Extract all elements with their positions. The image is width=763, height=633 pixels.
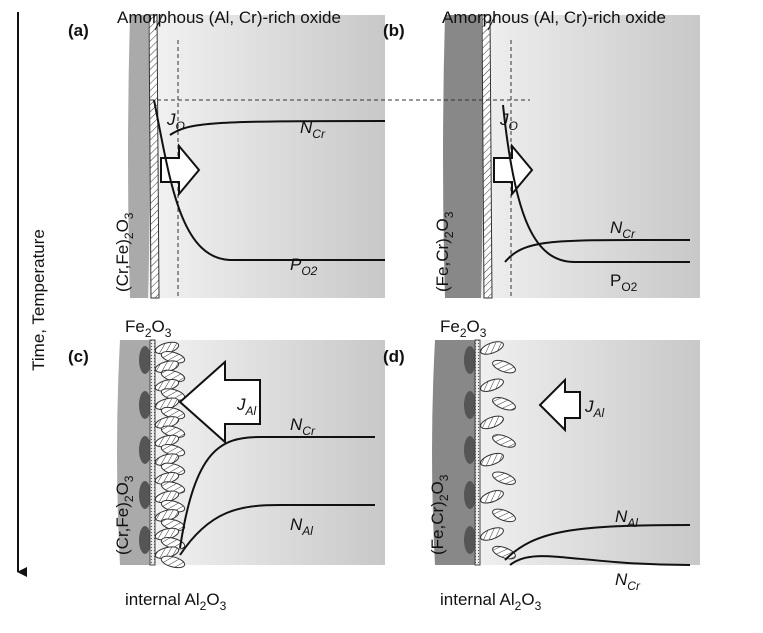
fe2o3-pocket	[139, 346, 151, 374]
fe2o3-pocket	[464, 526, 476, 554]
fe2o3-pocket	[464, 391, 476, 419]
curve-label-part: O2	[301, 264, 317, 278]
scale-label-part: O	[433, 218, 452, 231]
flux-label-part: O	[509, 119, 518, 133]
fe2o3-pocket	[464, 436, 476, 464]
top-note: Fe2O3	[440, 317, 487, 340]
fe2o3-pocket	[139, 481, 151, 509]
curve-label-part: N	[610, 218, 623, 237]
bottom-note-part: 3	[220, 599, 227, 613]
fe2o3-pocket	[139, 436, 151, 464]
scale-label-part: (Fe,Cr)	[428, 501, 447, 555]
amorphous-layer	[482, 15, 492, 298]
inner-layer	[475, 340, 480, 565]
scale-label-part: (Fe,Cr)	[433, 238, 452, 292]
curve-label-part: Cr	[627, 579, 641, 593]
panel-label-part: (d)	[383, 347, 405, 366]
oxide-note-part: Amorphous (Al, Cr)-rich oxide	[442, 8, 666, 27]
flux-label-part: J	[236, 395, 246, 414]
panel-label-part: (b)	[383, 21, 405, 40]
top-note-part: 3	[480, 326, 487, 340]
curve-label-part: Cr	[622, 227, 636, 241]
bottom-note: internal Al2O3	[440, 590, 542, 613]
amorphous-layer	[149, 15, 159, 298]
scale-label-part: 3	[122, 212, 136, 219]
panel-label: (c)	[68, 347, 89, 366]
curve-label-part: N	[615, 507, 628, 526]
curve-label-part: N	[300, 118, 313, 137]
bottom-note-part: internal Al	[440, 590, 515, 609]
fe2o3-pocket	[139, 526, 151, 554]
bottom-note-part: 3	[535, 599, 542, 613]
bottom-note-part: O	[521, 590, 534, 609]
top-note-part: 3	[165, 326, 172, 340]
curve-label-part: P	[290, 255, 302, 274]
curve-label-part: N	[290, 415, 303, 434]
inner-layer	[150, 340, 155, 565]
top-note-part: O	[467, 317, 480, 336]
top-note-part: Fe	[125, 317, 145, 336]
curve-label-part: Cr	[312, 127, 326, 141]
flux-label-part: Al	[593, 406, 605, 420]
panel-label: (a)	[68, 21, 89, 40]
panel-label-part: (a)	[68, 21, 89, 40]
bottom-note-part: internal Al	[125, 590, 200, 609]
fe2o3-pocket	[464, 481, 476, 509]
curve-label: NCr	[615, 570, 641, 593]
scale-label-part: O	[113, 219, 132, 232]
scale-label-part: 3	[442, 211, 456, 218]
figure: Time, Temperature (a) Amorphous (Al, Cr)-r…	[0, 0, 763, 633]
oxide-note-part: Amorphous (Al, Cr)-rich oxide	[117, 8, 341, 27]
scale-label-part: 3	[437, 474, 451, 481]
flux-label-part: J	[584, 397, 594, 416]
curve-label-part: N	[290, 515, 303, 534]
fe2o3-pocket	[464, 346, 476, 374]
scale-label-part: 3	[122, 475, 136, 482]
oxide-note: Amorphous (Al, Cr)-rich oxide	[442, 8, 666, 27]
top-note: Fe2O3	[125, 317, 172, 340]
curve-label-part: P	[610, 271, 621, 290]
panel-label: (b)	[383, 21, 405, 40]
flux-label-part: Al	[245, 404, 257, 418]
bottom-note-part: O	[206, 590, 219, 609]
curve-label-part: Al	[626, 516, 638, 530]
scale-label-part: O	[428, 481, 447, 494]
scale-label-part: (Cr,Fe)	[113, 502, 132, 555]
curve-label-part: N	[615, 570, 628, 589]
scale-label-part: (Cr,Fe)	[113, 239, 132, 292]
curve-label-part: O2	[621, 280, 637, 294]
panel-label-part: (c)	[68, 347, 89, 366]
top-note-part: O	[152, 317, 165, 336]
substrate	[140, 15, 385, 298]
fe2o3-pocket	[139, 391, 151, 419]
axis-label: Time, Temperature	[29, 229, 48, 371]
oxide-note: Amorphous (Al, Cr)-rich oxide	[117, 8, 341, 27]
flux-label-part: J	[166, 110, 176, 129]
curve-label-part: Cr	[302, 424, 316, 438]
axis-label-part: Time, Temperature	[29, 229, 48, 371]
panel-label: (d)	[383, 347, 405, 366]
scale-label-part: O	[113, 482, 132, 495]
bottom-note: internal Al2O3	[125, 590, 227, 613]
top-note-part: Fe	[440, 317, 460, 336]
curve-label-part: Al	[301, 524, 313, 538]
